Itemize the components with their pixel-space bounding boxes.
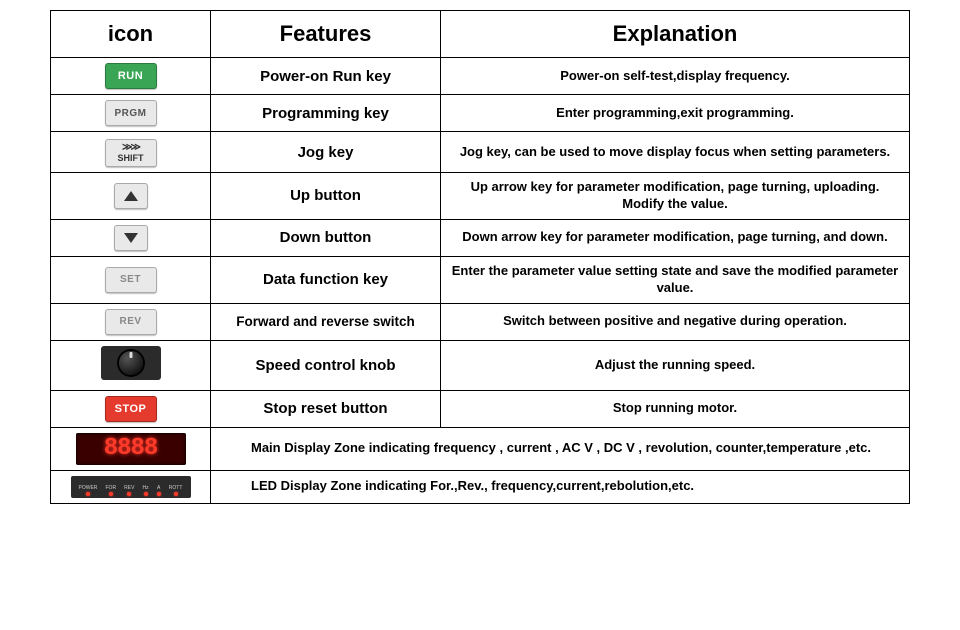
feature-label: Up button [211, 173, 441, 220]
chevron-right-icon: ≫≫ [122, 143, 139, 153]
header-icon: icon [51, 11, 211, 58]
feature-label: Jog key [211, 132, 441, 173]
keypad-reference-table: icon Features Explanation RUN Power-on R… [50, 10, 910, 504]
feature-label: Speed control knob [211, 340, 441, 390]
table-row: 8888 Main Display Zone indicating freque… [51, 427, 910, 470]
explanation-text: Stop running motor. [441, 390, 910, 427]
table-row: POWER FOR REV Hz A ROTT LED Display Zone… [51, 470, 910, 503]
seven-segment-display-icon: 8888 [76, 433, 186, 465]
feature-label: Forward and reverse switch [211, 303, 441, 340]
shift-key-icon: ≫≫ SHIFT [105, 139, 157, 167]
table-row: STOP Stop reset button Stop running moto… [51, 390, 910, 427]
explanation-text: Enter programming,exit programming. [441, 95, 910, 132]
prgm-key-icon: PRGM [105, 100, 157, 126]
led-indicator-panel-icon: POWER FOR REV Hz A ROTT [71, 476, 191, 498]
table-row: RUN Power-on Run key Power-on self-test,… [51, 58, 910, 95]
explanation-text: Down arrow key for parameter modificatio… [441, 219, 910, 256]
explanation-text: Adjust the running speed. [441, 340, 910, 390]
feature-label: Data function key [211, 256, 441, 303]
explanation-text: Switch between positive and negative dur… [441, 303, 910, 340]
explanation-text: Power-on self-test,display frequency. [441, 58, 910, 95]
explanation-text: Up arrow key for parameter modification,… [441, 173, 910, 220]
table-row: PRGM Programming key Enter programming,e… [51, 95, 910, 132]
header-features: Features [211, 11, 441, 58]
run-key-icon: RUN [105, 63, 157, 89]
feature-label: Power-on Run key [211, 58, 441, 95]
table-row: Speed control knob Adjust the running sp… [51, 340, 910, 390]
feature-label: Programming key [211, 95, 441, 132]
table-row: SET Data function key Enter the paramete… [51, 256, 910, 303]
header-row: icon Features Explanation [51, 11, 910, 58]
rev-key-icon: REV [105, 309, 157, 335]
table-row: ≫≫ SHIFT Jog key Jog key, can be used to… [51, 132, 910, 173]
set-key-icon: SET [105, 267, 157, 293]
explanation-text: Enter the parameter value setting state … [441, 256, 910, 303]
table-row: Up button Up arrow key for parameter mod… [51, 173, 910, 220]
up-arrow-icon [114, 183, 148, 209]
table-row: Down button Down arrow key for parameter… [51, 219, 910, 256]
explanation-text: LED Display Zone indicating For.,Rev., f… [211, 470, 910, 503]
down-arrow-icon [114, 225, 148, 251]
feature-label: Down button [211, 219, 441, 256]
explanation-text: Jog key, can be used to move display foc… [441, 132, 910, 173]
feature-label: Stop reset button [211, 390, 441, 427]
table-row: REV Forward and reverse switch Switch be… [51, 303, 910, 340]
explanation-text: Main Display Zone indicating frequency ,… [211, 427, 910, 470]
stop-key-icon: STOP [105, 396, 157, 422]
header-explanation: Explanation [441, 11, 910, 58]
speed-knob-icon [101, 346, 161, 380]
